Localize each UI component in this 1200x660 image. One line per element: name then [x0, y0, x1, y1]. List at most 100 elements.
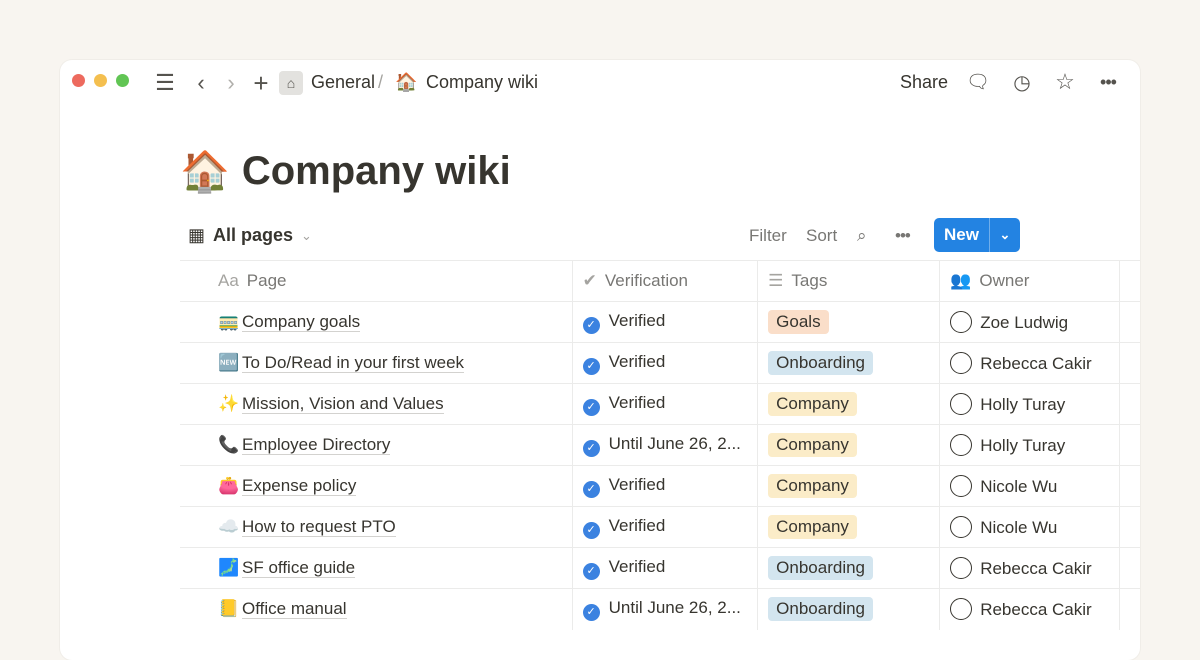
page-icon[interactable]: 🏠 — [180, 150, 230, 194]
tags-cell[interactable]: Company — [757, 506, 941, 548]
back-icon[interactable]: ‹ — [197, 70, 205, 95]
page-emoji-icon: ✨ — [218, 394, 240, 413]
tags-cell[interactable]: Onboarding — [757, 588, 941, 630]
verification-status: Verified — [608, 351, 666, 371]
tags-cell[interactable]: Onboarding — [757, 547, 941, 589]
verified-badge-icon: ✓ — [582, 562, 600, 580]
page-link[interactable]: Expense policy — [242, 476, 357, 496]
page-cell[interactable]: 🗾 SF office guide — [180, 547, 573, 589]
page-cell[interactable]: 👛 Expense policy — [180, 465, 573, 507]
page-link[interactable]: SF office guide — [242, 558, 356, 578]
forward-icon[interactable]: › — [227, 70, 235, 95]
owner-cell[interactable]: Nicole Wu — [939, 465, 1120, 507]
extra-cell — [1119, 547, 1140, 589]
owner-cell[interactable]: Rebecca Cakir — [939, 547, 1120, 589]
table-row[interactable]: 📒 Office manual ✓ Until June 26, 2... Onbo… — [180, 588, 1140, 630]
view-name: All pages — [213, 225, 294, 245]
page-emoji-icon: 📞 — [218, 435, 240, 454]
view-selector[interactable]: ▦ All pages ⌄ — [188, 225, 312, 246]
extra-cell — [1119, 588, 1140, 630]
verification-cell[interactable]: ✓ Verified — [572, 506, 759, 548]
tags-cell[interactable]: Company — [757, 424, 941, 466]
column-header-verification[interactable]: ✔ Verification — [572, 260, 759, 302]
owner-name: Rebecca Cakir — [980, 559, 1092, 578]
table-row[interactable]: 🚃 Company goals ✓ Verified Goals Zoe Ludwi… — [180, 301, 1140, 343]
history-clock-icon[interactable]: ◷ — [1013, 71, 1031, 94]
table-row[interactable]: 🆕 To Do/Read in your first week ✓ Verified… — [180, 342, 1140, 384]
extra-cell — [1119, 383, 1140, 425]
comment-icon[interactable]: 🗨 — [965, 72, 991, 93]
table-row[interactable]: 👛 Expense policy ✓ Verified Company Nicole… — [180, 465, 1140, 507]
column-header-tags[interactable]: ☰ Tags — [757, 260, 941, 302]
verification-cell[interactable]: ✓ Verified — [572, 342, 759, 384]
page-link[interactable]: Company goals — [242, 312, 361, 332]
more-icon[interactable]: ••• — [1100, 71, 1117, 92]
maximize-window-button[interactable] — [116, 74, 129, 87]
page-title-text[interactable]: Company wiki — [241, 149, 511, 193]
page-link[interactable]: How to request PTO — [242, 517, 396, 537]
tags-cell[interactable]: Company — [757, 465, 941, 507]
verification-cell[interactable]: ✓ Until June 26, 2... — [572, 588, 759, 630]
text-icon: Aa — [218, 271, 239, 290]
new-button[interactable]: New ⌄ — [934, 218, 1020, 252]
owner-cell[interactable]: Holly Turay — [939, 424, 1120, 466]
owner-cell[interactable]: Rebecca Cakir — [939, 588, 1120, 630]
star-icon[interactable]: ☆ — [1055, 69, 1075, 94]
search-icon[interactable]: ⌕ — [857, 226, 867, 245]
extra-cell — [1119, 424, 1140, 466]
add-icon[interactable]: + — [253, 67, 269, 98]
owner-cell[interactable]: Nicole Wu — [939, 506, 1120, 548]
pages-table: Aa Page ✔ Verification ☰ Tags 👥 Owner 🚃 Company … — [180, 260, 1140, 630]
new-label[interactable]: New — [934, 218, 990, 252]
page-cell[interactable]: 📞 Employee Directory — [180, 424, 573, 466]
page-link[interactable]: Mission, Vision and Values — [242, 394, 444, 414]
filter-button[interactable]: Filter — [749, 226, 787, 245]
page-cell[interactable]: 🆕 To Do/Read in your first week — [180, 342, 573, 384]
table-row[interactable]: 📞 Employee Directory ✓ Until June 26, 2...… — [180, 424, 1140, 466]
close-window-button[interactable] — [72, 74, 85, 87]
more-options-icon[interactable]: ••• — [895, 226, 911, 245]
owner-cell[interactable]: Zoe Ludwig — [939, 301, 1120, 343]
page-emoji-icon: 📒 — [218, 599, 240, 619]
table-row[interactable]: ☁️ How to request PTO ✓ Verified Company N… — [180, 506, 1140, 548]
table-row[interactable]: ✨ Mission, Vision and Values ✓ Verified Co… — [180, 383, 1140, 425]
home-icon[interactable]: ⌂ — [279, 71, 303, 95]
page-link[interactable]: Employee Directory — [242, 435, 391, 455]
verification-cell[interactable]: ✓ Verified — [572, 301, 759, 343]
breadcrumb-general[interactable]: General — [311, 72, 376, 92]
table-row[interactable]: 🗾 SF office guide ✓ Verified Onboarding Re… — [180, 547, 1140, 589]
tags-cell[interactable]: Goals — [757, 301, 941, 343]
tags-cell[interactable]: Onboarding — [757, 342, 941, 384]
owner-cell[interactable]: Holly Turay — [939, 383, 1120, 425]
share-button[interactable]: Share — [900, 72, 949, 92]
verification-cell[interactable]: ✓ Verified — [572, 547, 759, 589]
page-link[interactable]: Office manual — [242, 599, 347, 620]
page-cell[interactable]: 📒 Office manual — [180, 588, 573, 630]
tags-cell[interactable]: Company — [757, 383, 941, 425]
menu-icon[interactable]: ☰ — [155, 70, 175, 95]
new-dropdown-chevron-icon[interactable]: ⌄ — [999, 227, 1011, 242]
tag-badge: Company — [768, 392, 857, 416]
verification-status: Verified — [608, 474, 666, 494]
page-link[interactable]: To Do/Read in your first week — [242, 353, 465, 373]
column-header-extra[interactable] — [1119, 260, 1140, 302]
list-icon: ☰ — [768, 271, 784, 290]
owner-cell[interactable]: Rebecca Cakir — [939, 342, 1120, 384]
verification-cell[interactable]: ✓ Verified — [572, 465, 759, 507]
verification-status: Verified — [608, 392, 666, 412]
sort-button[interactable]: Sort — [806, 226, 838, 245]
verification-status: Until June 26, 2... — [608, 433, 741, 453]
verification-cell[interactable]: ✓ Until June 26, 2... — [572, 424, 759, 466]
page-cell[interactable]: ☁️ How to request PTO — [180, 506, 573, 548]
owner-name: Rebecca Cakir — [980, 600, 1092, 620]
breadcrumb-current[interactable]: Company wiki — [426, 72, 539, 92]
page-cell[interactable]: 🚃 Company goals — [180, 301, 573, 343]
column-header-owner[interactable]: 👥 Owner — [939, 260, 1120, 302]
verification-cell[interactable]: ✓ Verified — [572, 383, 759, 425]
extra-cell — [1119, 506, 1140, 548]
people-icon: 👥 — [950, 271, 972, 290]
column-header-page[interactable]: Aa Page — [180, 260, 573, 302]
minimize-window-button[interactable] — [94, 74, 107, 87]
page-emoji-icon: 🆕 — [218, 353, 240, 372]
page-cell[interactable]: ✨ Mission, Vision and Values — [180, 383, 573, 425]
